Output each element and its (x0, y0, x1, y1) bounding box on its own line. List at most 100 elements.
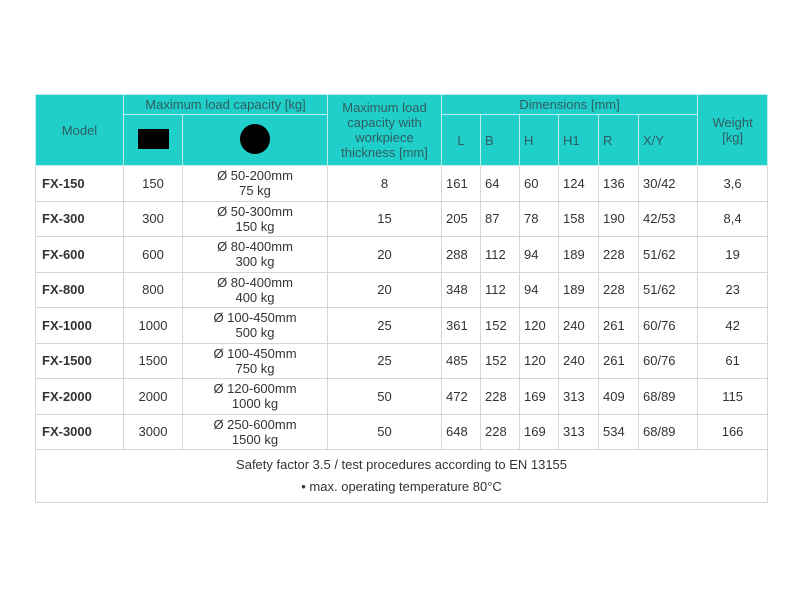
header-xy: X/Y (637, 114, 699, 166)
round-capacity-cell: Ø 250-600mm 1500 kg (182, 413, 328, 450)
dimension-cell: 152 (480, 307, 520, 344)
table-row: FX-3000 3000 Ø 250-600mm 1500 kg 50 648 228 169… (35, 413, 769, 450)
thickness-cell: 25 (327, 342, 442, 379)
dimension-cell: 169 (519, 413, 559, 450)
dimension-cell: 60 (519, 165, 559, 202)
weight-cell: 61 (697, 342, 769, 379)
model-cell: FX-3000 (35, 413, 124, 450)
dimension-cell: 60/76 (637, 307, 699, 344)
dimension-cell: 648 (441, 413, 481, 450)
dimension-cell: 112 (480, 271, 520, 308)
safety-note: Safety factor 3.5 / test procedures acco… (236, 457, 568, 472)
header-b: B (480, 114, 520, 166)
header-dimensions: Dimensions [mm] (440, 94, 699, 115)
dimension-cell: 228 (598, 236, 639, 273)
weight-cell: 8,4 (697, 200, 769, 237)
round-capacity-kg: 1500 kg (231, 431, 279, 447)
dimension-cell: 361 (441, 307, 481, 344)
table-row: FX-150 150 Ø 50-200mm 75 kg 8 161 64 60 124 136 30… (35, 165, 769, 202)
header-weight: Weight [kg] (697, 94, 769, 166)
dimension-cell: 158 (558, 200, 599, 237)
weight-cell: 42 (697, 307, 769, 344)
dimension-cell: 205 (441, 200, 481, 237)
weight-cell: 19 (697, 236, 769, 273)
round-capacity-cell: Ø 80-400mm 400 kg (182, 271, 328, 308)
dimension-cell: 68/89 (637, 378, 699, 415)
dimension-cell: 169 (519, 378, 559, 415)
dimension-cell: 189 (558, 271, 599, 308)
header-max-load-thickness: Maximum load capacity with workpiece thi… (327, 94, 442, 166)
diameter-range: Ø 120-600mm (213, 381, 297, 397)
dimension-cell: 472 (441, 378, 481, 415)
diameter-range: Ø 50-200mm (217, 168, 293, 184)
rect-capacity-cell: 1500 (123, 342, 183, 379)
table-row: FX-600 600 Ø 80-400mm 300 kg 20 288 112 94 189 22… (35, 236, 769, 273)
round-capacity-kg: 400 kg (235, 289, 275, 305)
rect-capacity-cell: 1000 (123, 307, 183, 344)
dimension-cell: 51/62 (637, 236, 699, 273)
dimension-cell: 120 (519, 307, 559, 344)
rect-capacity-cell: 300 (123, 200, 183, 237)
round-capacity-cell: Ø 50-300mm 150 kg (182, 200, 328, 237)
thickness-cell: 8 (327, 165, 442, 202)
header-l: L (441, 114, 481, 166)
dimension-cell: 313 (558, 413, 599, 450)
header-h: H (519, 114, 559, 166)
header-h1: H1 (558, 114, 599, 166)
dimension-cell: 240 (558, 307, 599, 344)
rect-capacity-cell: 2000 (123, 378, 183, 415)
dimension-cell: 68/89 (637, 413, 699, 450)
header-rectangular (123, 114, 183, 166)
model-cell: FX-1500 (35, 342, 124, 379)
dimension-cell: 136 (598, 165, 639, 202)
round-capacity-cell: Ø 80-400mm 300 kg (182, 236, 328, 273)
dimension-cell: 161 (441, 165, 481, 202)
dimension-cell: 120 (519, 342, 559, 379)
dimension-cell: 87 (480, 200, 520, 237)
table-row: FX-800 800 Ø 80-400mm 400 kg 20 348 112 94 189 22… (35, 271, 769, 308)
dimension-cell: 78 (519, 200, 559, 237)
round-capacity-cell: Ø 120-600mm 1000 kg (182, 378, 328, 415)
rect-capacity-cell: 150 (123, 165, 183, 202)
dimension-cell: 30/42 (637, 165, 699, 202)
diameter-range: Ø 80-400mm (217, 239, 293, 255)
round-capacity-kg: 75 kg (239, 183, 271, 199)
dimension-cell: 64 (480, 165, 520, 202)
dimension-cell: 409 (598, 378, 639, 415)
dimension-cell: 313 (558, 378, 599, 415)
rectangle-icon (137, 128, 169, 149)
round-capacity-kg: 1000 kg (231, 396, 279, 412)
model-cell: FX-1000 (35, 307, 124, 344)
round-capacity-cell: Ø 100-450mm 500 kg (182, 307, 328, 344)
round-capacity-kg: 150 kg (235, 218, 275, 234)
rect-capacity-cell: 3000 (123, 413, 183, 450)
thickness-cell: 50 (327, 413, 442, 450)
dimension-cell: 228 (598, 271, 639, 308)
diameter-range: Ø 250-600mm (213, 416, 297, 432)
model-cell: FX-150 (35, 165, 124, 202)
model-cell: FX-800 (35, 271, 124, 308)
dimension-cell: 124 (558, 165, 599, 202)
round-capacity-kg: 300 kg (235, 254, 275, 270)
specification-table: Model Maximum load capacity [kg] Maximum… (34, 94, 769, 503)
dimension-cell: 240 (558, 342, 599, 379)
round-capacity-kg: 750 kg (235, 360, 275, 376)
thickness-cell: 20 (327, 236, 442, 273)
dimension-cell: 190 (598, 200, 639, 237)
table-row: FX-1000 1000 Ø 100-450mm 500 kg 25 361 152 120 2… (35, 307, 769, 344)
header-round (182, 114, 328, 166)
table-row: FX-300 300 Ø 50-300mm 150 kg 15 205 87 78 158 190… (35, 200, 769, 237)
round-capacity-kg: 500 kg (235, 325, 275, 341)
diameter-range: Ø 100-450mm (213, 310, 297, 326)
dimension-cell: 60/76 (637, 342, 699, 379)
dimension-cell: 348 (441, 271, 481, 308)
temperature-note: • max. operating temperature 80°C (301, 479, 502, 494)
circle-icon (240, 123, 270, 154)
header-r: R (598, 114, 639, 166)
table-row: FX-2000 2000 Ø 120-600mm 1000 kg 50 472 228 169… (35, 378, 769, 415)
dimension-cell: 261 (598, 307, 639, 344)
dimension-cell: 288 (441, 236, 481, 273)
dimension-cell: 228 (480, 413, 520, 450)
rect-capacity-cell: 600 (123, 236, 183, 273)
round-capacity-cell: Ø 50-200mm 75 kg (182, 165, 328, 202)
